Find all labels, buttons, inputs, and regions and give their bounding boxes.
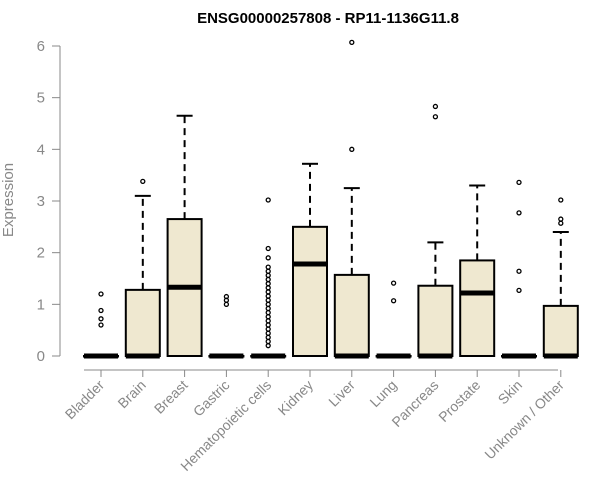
outlier-point	[265, 264, 271, 270]
outlier-point	[558, 220, 564, 226]
chart-title: ENSG00000257808 - RP11-1136G11.8	[197, 10, 459, 27]
box-unknown-other	[542, 197, 579, 359]
box-brain	[124, 178, 161, 359]
outlier-point	[265, 338, 271, 345]
y-tick-label: 2	[37, 245, 45, 262]
outlier-point	[349, 146, 355, 152]
x-tick-label: Bladder	[62, 377, 108, 423]
outlier-point	[516, 287, 522, 294]
x-tick-label: Lung	[366, 377, 399, 410]
box-prostate	[459, 184, 496, 357]
outlier-point	[265, 285, 271, 291]
outlier-point	[516, 179, 522, 186]
outlier-point	[265, 297, 271, 303]
y-ticks: 0 1 2 3 4 5 6	[37, 38, 60, 365]
outlier-point	[432, 114, 439, 120]
outlier-point	[265, 293, 271, 299]
y-tick-label: 1	[37, 296, 45, 313]
y-tick-label: 3	[37, 193, 45, 210]
y-tick-label: 0	[37, 348, 45, 365]
box-skin	[501, 179, 537, 359]
outlier-point	[265, 343, 271, 349]
outlier-point	[265, 255, 271, 261]
outlier-point	[390, 280, 397, 286]
outlier-point	[390, 298, 397, 304]
x-tick-label: Breast	[151, 377, 191, 417]
box-gastric	[208, 293, 245, 359]
box-hematopoietic-cells	[250, 197, 287, 359]
outlier-point	[265, 289, 271, 295]
x-tick-label: Brain	[114, 377, 148, 411]
outlier-point	[98, 316, 104, 322]
outlier-point	[265, 322, 271, 328]
outlier-point	[265, 281, 271, 287]
outlier-point	[265, 334, 271, 341]
outlier-point	[265, 314, 271, 320]
outlier-point	[349, 39, 355, 46]
box-body	[333, 273, 370, 357]
y-axis-label: Expression	[0, 163, 17, 237]
outlier-point	[265, 305, 271, 312]
y-tick-label: 4	[37, 141, 45, 158]
outlier-point	[265, 245, 271, 252]
outlier-point	[223, 301, 230, 307]
box-breast	[166, 114, 203, 357]
outlier-point	[265, 309, 271, 316]
y-tick-label: 5	[37, 90, 45, 107]
outlier-point	[265, 272, 271, 279]
y-tick-label: 6	[37, 38, 45, 55]
outlier-point	[516, 210, 522, 216]
outlier-point	[558, 197, 564, 203]
outlier-point	[98, 322, 104, 328]
box-kidney	[292, 162, 328, 357]
boxes	[83, 39, 579, 359]
outlier-point	[265, 330, 271, 336]
outlier-point	[516, 268, 522, 274]
x-tick-label: Liver	[325, 377, 358, 410]
box-body	[124, 288, 161, 357]
outlier-point	[265, 301, 271, 307]
x-tick-label: Prostate	[435, 377, 483, 425]
outlier-point	[98, 307, 104, 314]
x-tick-label: Unknown / Other	[481, 377, 567, 463]
box-body	[417, 284, 454, 358]
outlier-point	[265, 276, 271, 283]
outlier-point	[265, 268, 271, 274]
box-liver	[333, 39, 370, 359]
outlier-point	[98, 291, 104, 297]
box-bladder	[83, 291, 119, 359]
outlier-point	[265, 326, 271, 332]
box-body	[542, 304, 579, 357]
box-pancreas	[417, 103, 454, 359]
outlier-point	[432, 103, 439, 110]
box-lung	[375, 280, 412, 359]
outlier-point	[558, 216, 564, 222]
outlier-point	[265, 197, 271, 203]
box-body	[459, 259, 496, 357]
box-body	[292, 225, 328, 357]
outlier-point	[223, 293, 230, 300]
outlier-point	[140, 178, 146, 185]
x-tick-label: Skin	[495, 377, 526, 408]
outlier-point	[265, 318, 271, 324]
x-tick-label: Kidney	[275, 377, 317, 419]
